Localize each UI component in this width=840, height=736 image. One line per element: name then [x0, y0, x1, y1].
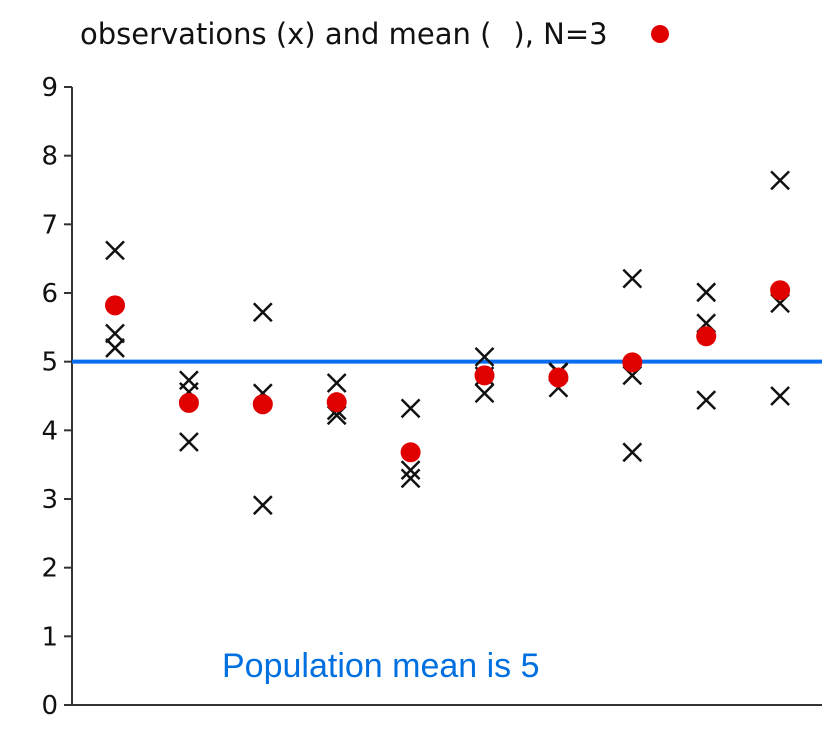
observation-point — [622, 442, 643, 463]
y-tick-label: 7 — [41, 210, 58, 240]
observation-point — [326, 373, 347, 393]
observation-stroke — [252, 302, 273, 323]
observation-point — [474, 383, 495, 404]
mean-point — [326, 392, 347, 413]
observation-stroke — [400, 460, 421, 481]
observation-stroke — [696, 282, 717, 303]
observation-stroke — [696, 390, 717, 411]
observation-stroke — [622, 442, 643, 463]
observation-point — [400, 460, 421, 481]
observation-point — [622, 268, 643, 289]
observation-point — [105, 323, 125, 344]
observation-point — [474, 346, 495, 367]
y-tick-label: 4 — [41, 416, 58, 446]
observation-point — [105, 338, 125, 358]
marks — [72, 170, 822, 516]
observation-point — [770, 386, 790, 406]
observation-stroke — [105, 240, 125, 261]
observation-stroke — [326, 373, 347, 393]
population-mean-annotation: Population mean is 5 — [222, 647, 540, 685]
y-tick-label: 3 — [41, 485, 58, 515]
observation-point — [770, 170, 790, 191]
observation-point — [252, 302, 273, 323]
mean-point — [178, 392, 199, 413]
observation-stroke — [474, 346, 495, 367]
mean-point — [105, 295, 125, 316]
observation-point — [179, 432, 199, 452]
mean-point — [622, 352, 643, 373]
chart-title: observations (x) and mean (), N=3 — [80, 17, 608, 51]
mean-point — [474, 365, 495, 386]
observation-stroke — [105, 338, 125, 358]
y-tick-label: 2 — [41, 554, 58, 584]
observation-stroke — [179, 432, 199, 452]
observation-stroke — [770, 386, 790, 406]
observation-point — [400, 468, 421, 489]
observation-stroke — [400, 398, 421, 419]
observation-point — [252, 495, 273, 516]
observation-stroke — [770, 170, 790, 191]
observation-stroke — [400, 468, 421, 489]
axes: 0 1 2 3 4 5 6 7 8 9 — [41, 73, 822, 721]
observation-point — [105, 240, 125, 261]
title-mean-marker — [651, 25, 669, 43]
y-tick-label: 9 — [41, 73, 58, 103]
mean-point — [252, 394, 273, 415]
observation-point — [696, 282, 717, 303]
mean-point — [548, 367, 569, 388]
mean-point — [696, 326, 717, 347]
y-tick-label: 8 — [41, 142, 58, 172]
mean-point — [770, 280, 791, 301]
y-tick-label: 5 — [41, 348, 58, 378]
y-tick-label: 6 — [41, 279, 58, 309]
observation-stroke — [474, 383, 495, 404]
observation-stroke — [252, 495, 273, 516]
y-tick-label: 0 — [41, 691, 58, 721]
mean-point — [400, 442, 421, 463]
observation-point — [400, 398, 421, 419]
observation-stroke — [622, 268, 643, 289]
observation-stroke — [105, 323, 125, 344]
observation-point — [696, 390, 717, 411]
y-tick-label: 1 — [41, 622, 58, 652]
